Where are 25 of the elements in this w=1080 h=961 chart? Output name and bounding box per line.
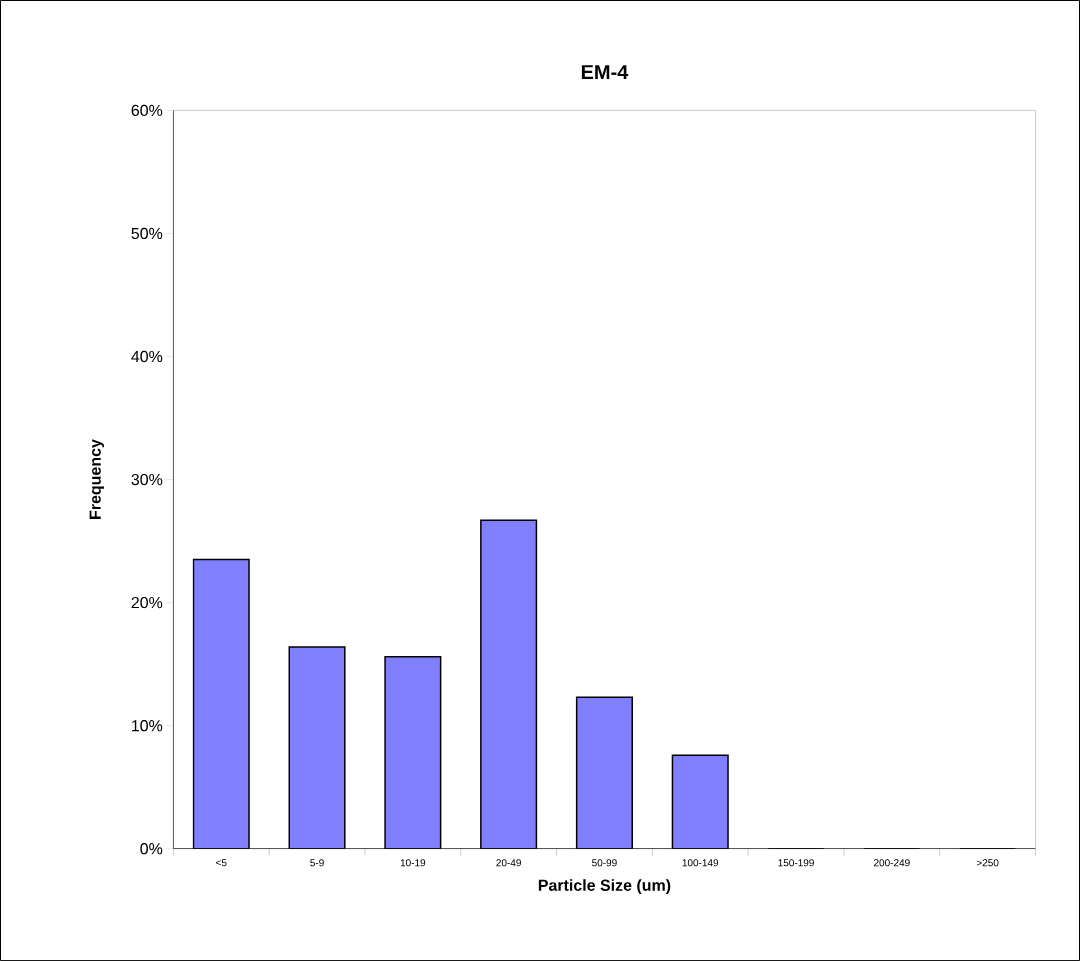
y-tick-label: 50% xyxy=(131,227,163,240)
bar xyxy=(288,646,346,849)
x-tick-label: 100-149 xyxy=(682,859,719,867)
x-tick-label: <5 xyxy=(216,859,227,867)
bar xyxy=(671,754,729,849)
x-tick-label: 10-19 xyxy=(400,859,426,867)
x-tick-label: 5-9 xyxy=(310,859,324,867)
x-tick-label: 200-249 xyxy=(874,859,910,867)
x-tick-label: >250 xyxy=(976,859,999,867)
bar xyxy=(575,696,633,849)
y-axis-title: Frequency xyxy=(89,439,104,519)
y-tick-label: 60% xyxy=(131,104,163,117)
y-tick-label: 0% xyxy=(140,843,163,855)
y-tick-label: 40% xyxy=(131,350,163,363)
bar xyxy=(480,519,538,849)
x-tick-label: 150-199 xyxy=(778,859,814,867)
x-tick-label: 20-49 xyxy=(496,859,521,867)
x-tick-label: 50-99 xyxy=(592,859,617,867)
chart-title: EM-4 xyxy=(581,65,629,79)
bar xyxy=(192,558,250,849)
y-tick-label: 30% xyxy=(131,473,163,486)
y-tick-label: 10% xyxy=(132,719,163,732)
x-axis-title: Particle Size (um) xyxy=(538,879,671,895)
bar xyxy=(384,655,442,849)
y-tick-label: 20% xyxy=(131,596,163,609)
